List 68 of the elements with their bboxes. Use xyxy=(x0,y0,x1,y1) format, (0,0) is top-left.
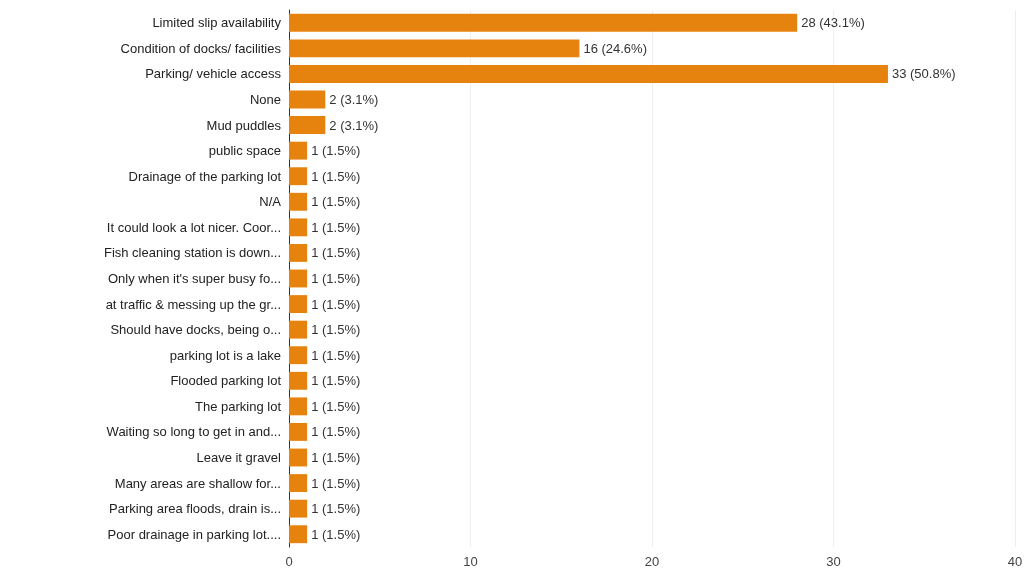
data-label: 1 (1.5%) xyxy=(311,168,361,184)
y-tick-label: Parking/ vehicle access xyxy=(145,66,282,82)
y-tick-label: The parking lot xyxy=(195,398,282,414)
x-tick-label: 40 xyxy=(1007,554,1023,569)
data-label: 33 (50.8%) xyxy=(891,66,956,82)
data-label: 1 (1.5%) xyxy=(311,526,361,542)
data-label: 1 (1.5%) xyxy=(311,194,361,210)
bar xyxy=(289,474,308,493)
bar xyxy=(289,218,308,237)
y-tick-label: Leave it gravel xyxy=(196,450,282,465)
bar xyxy=(289,295,308,314)
bar xyxy=(289,167,308,186)
data-label: 1 (1.5%) xyxy=(311,501,361,517)
data-label: 2 (3.1%) xyxy=(329,92,379,107)
data-label: 1 (1.5%) xyxy=(311,143,361,159)
bar xyxy=(289,243,308,262)
y-tick-label: Poor drainage in parking lot.... xyxy=(107,526,281,542)
y-tick-label: It could look a lot nicer. Coor... xyxy=(106,219,281,235)
y-tick-label: Should have docks, being o... xyxy=(110,322,281,338)
bar xyxy=(289,320,308,339)
data-label: 1 (1.5%) xyxy=(311,271,361,286)
bar xyxy=(289,448,308,467)
data-label: 1 (1.5%) xyxy=(311,322,361,338)
y-tick-label: Fish cleaning station is down... xyxy=(103,245,281,261)
data-label: 1 (1.5%) xyxy=(311,347,361,363)
x-tick-label: 20 xyxy=(644,554,660,569)
bar xyxy=(289,346,308,365)
data-label: 1 (1.5%) xyxy=(311,373,361,389)
data-label: 1 (1.5%) xyxy=(311,475,361,491)
bar xyxy=(289,525,308,544)
bar xyxy=(289,192,308,211)
x-tick-label: 0 xyxy=(285,554,293,569)
bar xyxy=(289,422,308,441)
y-tick-label: Mud puddles xyxy=(206,117,282,133)
y-tick-label: public space xyxy=(208,143,281,159)
x-tick-label: 30 xyxy=(826,554,841,569)
data-label: 28 (43.1%) xyxy=(801,15,865,31)
data-label: 16 (24.6%) xyxy=(583,40,647,56)
data-label: 1 (1.5%) xyxy=(311,219,361,235)
y-tick-label: N/A xyxy=(259,194,282,210)
y-tick-label: Many areas are shallow for... xyxy=(114,475,281,491)
y-tick-label: Limited slip availability xyxy=(152,15,282,31)
data-label: 1 (1.5%) xyxy=(311,245,361,261)
data-label: 2 (3.1%) xyxy=(329,117,379,133)
y-tick-label: Only when it's super busy fo... xyxy=(107,271,281,286)
y-tick-label: None xyxy=(249,92,281,107)
bar xyxy=(289,116,326,135)
y-tick-label: Waiting so long to get in and... xyxy=(106,424,281,440)
y-tick-label: parking lot is a lake xyxy=(169,347,281,363)
bar xyxy=(289,371,308,390)
y-tick-label: Drainage of the parking lot xyxy=(128,168,282,184)
bar xyxy=(289,64,888,83)
y-tick-label: Condition of docks/ facilities xyxy=(120,40,282,56)
x-tick-label: 10 xyxy=(463,554,478,569)
data-label: 1 (1.5%) xyxy=(311,450,361,465)
data-label: 1 (1.5%) xyxy=(311,398,361,414)
bar xyxy=(289,13,798,32)
y-tick-label: at traffic & messing up the gr... xyxy=(105,296,281,312)
bar xyxy=(289,39,580,58)
bar xyxy=(289,141,308,160)
y-tick-label: Parking area floods, drain is... xyxy=(109,501,281,517)
data-label: 1 (1.5%) xyxy=(311,424,361,440)
data-label: 1 (1.5%) xyxy=(311,296,361,312)
y-tick-label: Flooded parking lot xyxy=(170,373,282,389)
bar xyxy=(289,499,308,518)
bar xyxy=(289,90,326,109)
bar xyxy=(289,269,308,288)
bar xyxy=(289,397,308,416)
